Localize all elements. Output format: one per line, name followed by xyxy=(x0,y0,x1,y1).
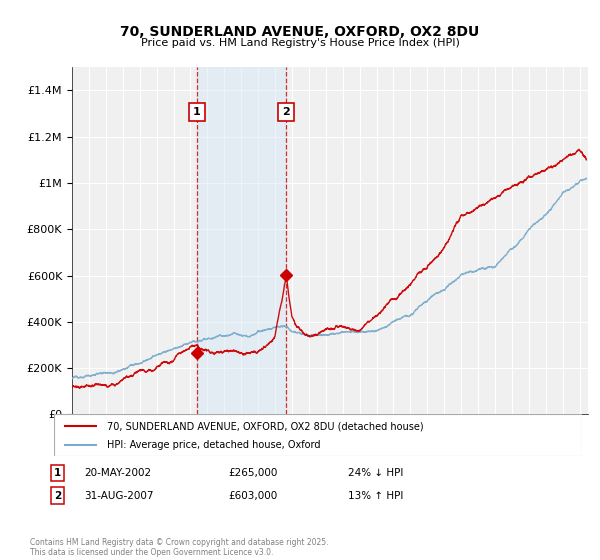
Bar xyxy=(197,67,286,414)
Text: £603,000: £603,000 xyxy=(228,491,277,501)
Text: Price paid vs. HM Land Registry's House Price Index (HPI): Price paid vs. HM Land Registry's House … xyxy=(140,38,460,48)
Text: 31-AUG-2007: 31-AUG-2007 xyxy=(84,491,154,501)
Text: 2: 2 xyxy=(54,491,61,501)
Text: 70, SUNDERLAND AVENUE, OXFORD, OX2 8DU: 70, SUNDERLAND AVENUE, OXFORD, OX2 8DU xyxy=(121,25,479,39)
Text: 24% ↓ HPI: 24% ↓ HPI xyxy=(348,468,403,478)
FancyBboxPatch shape xyxy=(54,414,582,456)
Text: 2: 2 xyxy=(283,108,290,118)
Text: 1: 1 xyxy=(193,108,201,118)
Text: Contains HM Land Registry data © Crown copyright and database right 2025.
This d: Contains HM Land Registry data © Crown c… xyxy=(30,538,329,557)
Text: HPI: Average price, detached house, Oxford: HPI: Average price, detached house, Oxfo… xyxy=(107,440,320,450)
Text: 20-MAY-2002: 20-MAY-2002 xyxy=(84,468,151,478)
Text: 1: 1 xyxy=(54,468,61,478)
Text: £265,000: £265,000 xyxy=(228,468,277,478)
Text: 70, SUNDERLAND AVENUE, OXFORD, OX2 8DU (detached house): 70, SUNDERLAND AVENUE, OXFORD, OX2 8DU (… xyxy=(107,421,424,431)
Text: 13% ↑ HPI: 13% ↑ HPI xyxy=(348,491,403,501)
